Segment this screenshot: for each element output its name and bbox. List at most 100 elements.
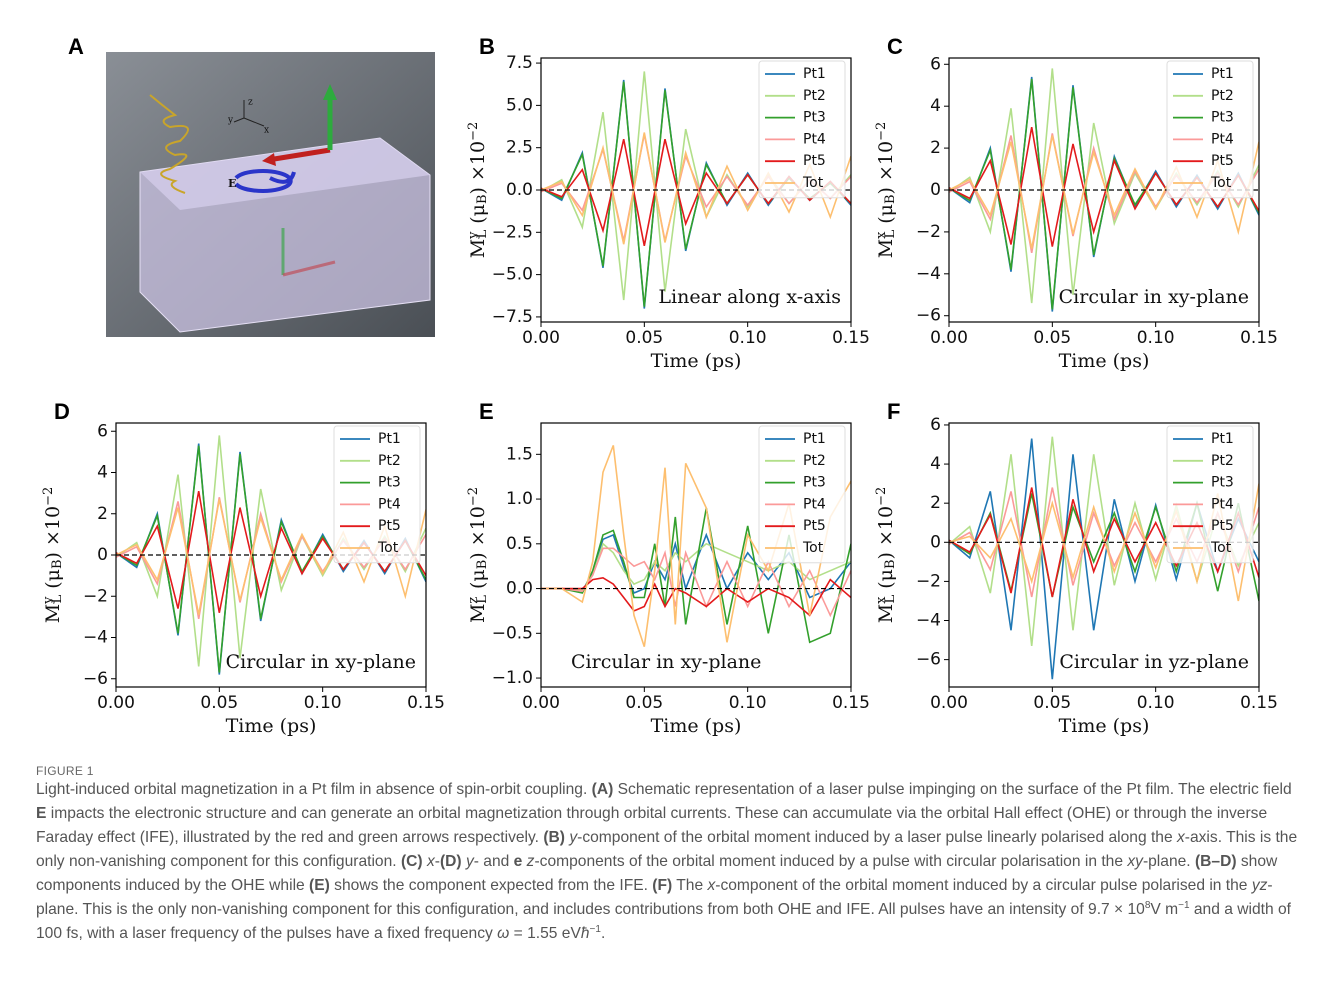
panel-letter: D <box>54 399 70 424</box>
caption-text: -axis. This is the only non-vanishing co… <box>36 829 1298 870</box>
y-axis-title-part: z <box>466 597 481 604</box>
y-axis-title-part: B <box>475 194 490 204</box>
legend-label: Tot <box>377 540 399 556</box>
x-axis-title: Time (ps) <box>651 350 742 372</box>
caption-text: - <box>434 853 440 870</box>
caption-text: z <box>526 853 535 870</box>
y-tick-label: 1.0 <box>506 489 533 509</box>
y-tick-label: 4 <box>97 463 108 483</box>
x-tick-label: 0.00 <box>522 328 560 348</box>
caption-text: ħ <box>580 925 590 942</box>
caption-text: -components of the orbital moment induce… <box>534 853 1128 870</box>
y-axis-title-part: (μ <box>875 569 897 595</box>
caption-text: y <box>569 829 578 846</box>
y-tick-label: −5.0 <box>492 265 533 285</box>
panel: F 0.00 0.05 0.10 0.15 −6 −4 −2 0 2 4 6 Time (ps) MxL … <box>874 399 1278 737</box>
caption-text: (F) <box>652 877 673 894</box>
legend-label: Pt3 <box>1211 110 1234 126</box>
annotation: Circular in xy-plane <box>1059 286 1249 308</box>
y-axis-title-part: B <box>475 560 490 570</box>
y-axis-title-part: −2 <box>466 122 481 141</box>
ohe-arrow-ghost <box>282 260 336 277</box>
ife-arrowhead <box>323 84 337 100</box>
panel-letter: B <box>479 34 495 59</box>
caption-text: shows the component expected from the IF… <box>329 877 653 894</box>
y-axis-title-part: ) ×10 <box>875 141 897 195</box>
x-tick-label: 0.10 <box>1137 693 1175 713</box>
x-tick-label: 0.10 <box>729 693 767 713</box>
y-tick-label: 5.0 <box>506 95 533 115</box>
legend-label: Pt1 <box>803 431 826 447</box>
caption-text: x <box>707 877 716 894</box>
x-tick-label: 0.00 <box>97 693 135 713</box>
y-axis-title-part: ) ×10 <box>875 506 897 560</box>
legend-label: Pt1 <box>1211 66 1234 82</box>
y-axis-title-part: ) ×10 <box>42 506 64 560</box>
legend-label: Pt5 <box>378 518 401 534</box>
y-axis-title-part: M <box>467 239 489 258</box>
y-tick-label: 4 <box>930 454 941 474</box>
legend-label: Tot <box>802 540 824 556</box>
panel-letter: A <box>68 34 84 59</box>
y-tick-label: −7.5 <box>492 307 533 327</box>
x-tick-label: 0.05 <box>1033 328 1071 348</box>
y-tick-label: −6 <box>916 650 941 670</box>
figure: A E x y z B0.00 0.05 0.10 0.15−7.5−5.0−2.50… <box>41 34 1278 737</box>
y-axis-title-part: (μ <box>467 204 489 230</box>
axis-x <box>243 117 265 127</box>
x-axis-title: Time (ps) <box>226 715 317 737</box>
axis-label: x <box>264 126 269 136</box>
y-axis-title: MxL (μB) ×10−2 <box>874 122 898 259</box>
x-tick-label: 0.00 <box>930 328 968 348</box>
annotation: Circular in xy-plane <box>226 651 416 673</box>
panel-letter: F <box>887 399 900 424</box>
annotation: Circular in xy-plane <box>571 651 761 673</box>
caption-text: −1 <box>1178 899 1190 911</box>
legend-label: Pt5 <box>1211 518 1234 534</box>
laser-coil <box>149 94 189 194</box>
legend-label: Pt3 <box>1211 475 1234 491</box>
y-axis-title-part: L <box>883 229 898 238</box>
ohe-arrowhead <box>262 153 276 166</box>
y-axis-title-part: −2 <box>466 487 481 506</box>
panel: E 0.00 0.05 0.10 0.15 −1.0 −0.5 0.0 0.5 1.0 1.5 Tim… <box>466 399 870 737</box>
y-tick-label: 2 <box>930 493 941 513</box>
caption-text: (B) <box>543 829 565 846</box>
x-tick-label: 0.15 <box>407 693 445 713</box>
y-axis-title-part: (μ <box>875 204 897 230</box>
caption-text: = 1.55 eV <box>509 925 581 942</box>
x-tick-label: 0.05 <box>625 693 663 713</box>
legend-box <box>758 425 846 564</box>
annotation: Circular in yz-plane <box>1059 651 1249 673</box>
y-axis-title: MxL (μB) ×10−2 <box>874 487 898 624</box>
series-line <box>541 576 851 617</box>
y-axis-title-part: L <box>883 594 898 603</box>
panel-letter: C <box>887 34 903 59</box>
legend-label: Pt5 <box>803 518 826 534</box>
y-tick-label: 0.5 <box>506 534 533 554</box>
legend-label: Tot <box>1210 175 1232 191</box>
axis-label: y <box>227 116 234 126</box>
x-tick-label: 0.15 <box>1240 328 1278 348</box>
caption-text: . <box>600 925 606 942</box>
y-tick-label: −6 <box>83 669 108 689</box>
caption-text: y <box>465 853 474 870</box>
legend-label: Pt3 <box>378 475 401 491</box>
y-axis-title-part: (μ <box>467 569 489 595</box>
caption-text: (A) <box>591 781 614 798</box>
axis-label: z <box>248 98 253 108</box>
legend-label: Pt2 <box>803 453 826 469</box>
y-axis-title: MzL (μB) ×10−2 <box>466 487 490 623</box>
y-tick-label: 7.5 <box>506 53 533 73</box>
plot-frame <box>540 422 852 688</box>
y-axis-title-part: L <box>50 594 65 603</box>
x-tick-label: 0.10 <box>1137 328 1175 348</box>
field-label: E <box>228 177 236 190</box>
caption-text: (D) <box>439 853 462 870</box>
y-axis-title-part: L <box>475 595 490 604</box>
x-tick-label: 0.15 <box>832 328 870 348</box>
y-tick-label: 0 <box>930 180 941 200</box>
caption-text: show components induced by the OHE while <box>36 853 1278 894</box>
annotation: Linear along x-axis <box>658 286 841 308</box>
x-axis-title: Time (ps) <box>1059 350 1150 372</box>
